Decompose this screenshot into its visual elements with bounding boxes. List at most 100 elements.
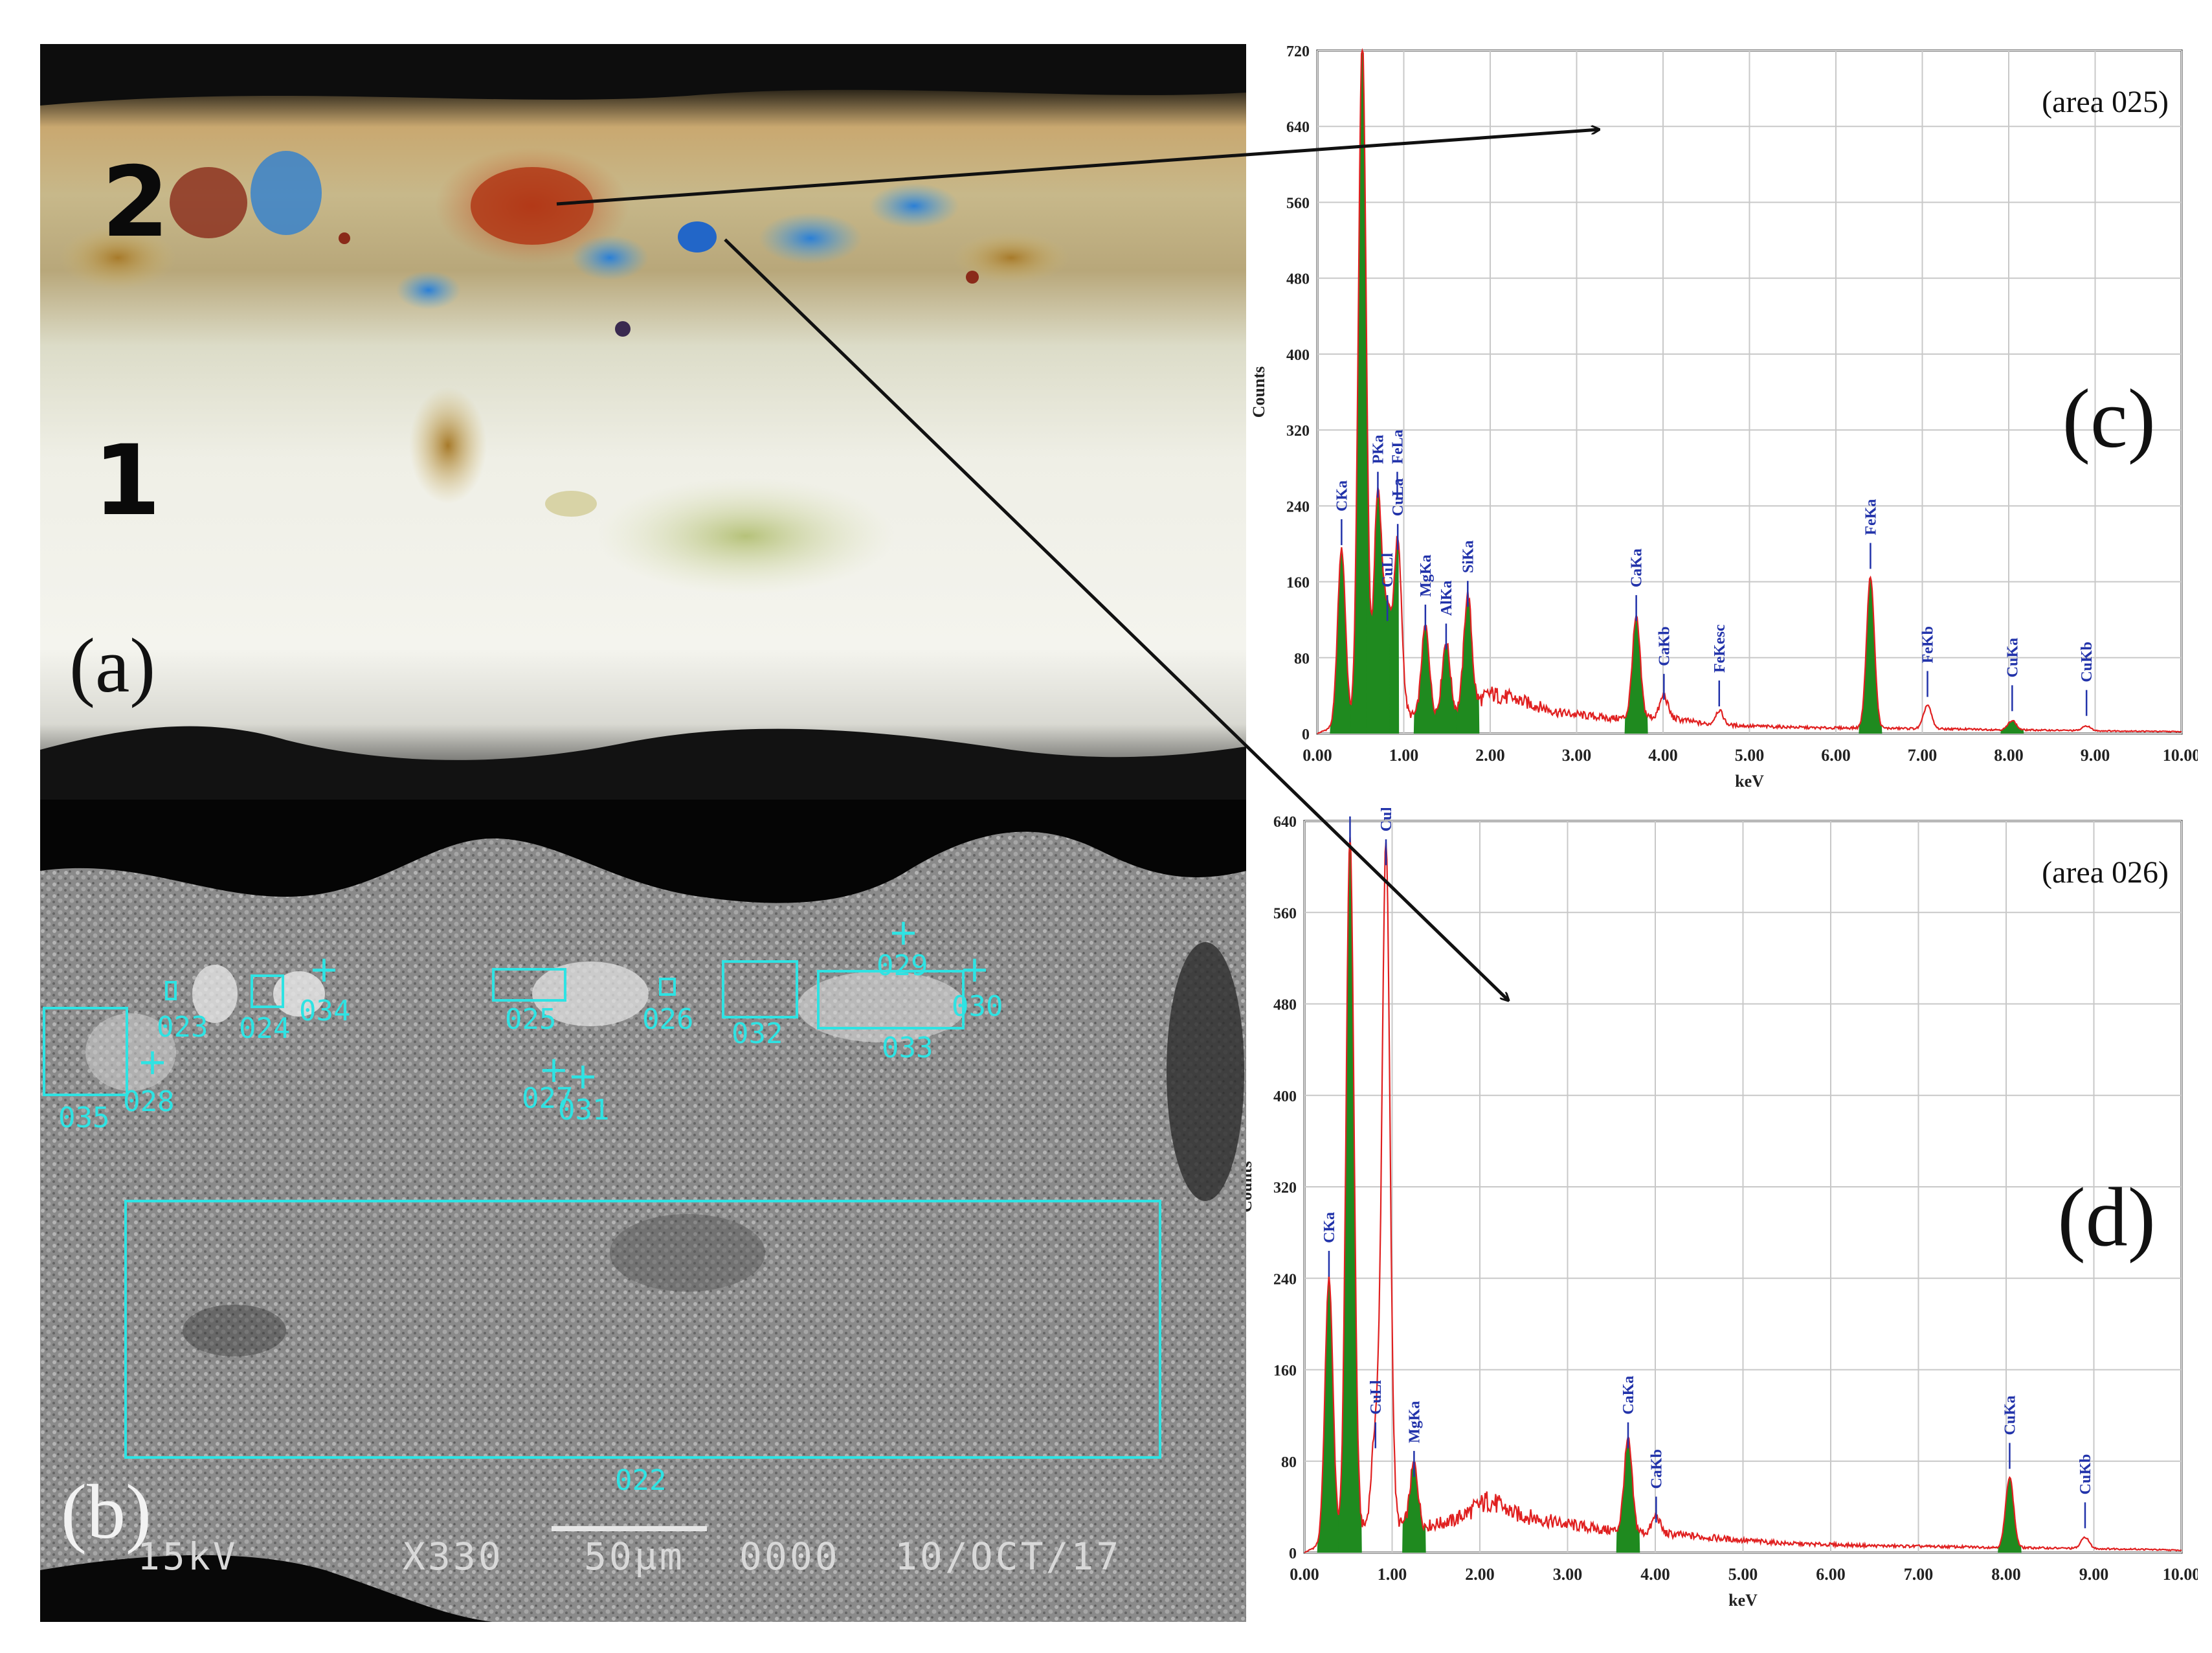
area-label-031: 031 <box>558 1094 610 1127</box>
area-box-032 <box>722 960 798 1018</box>
sem-scale: 50µm <box>584 1535 685 1579</box>
peak-label-fekesc: FeKesc <box>1712 624 1728 673</box>
peak-label-cuka: CuKa <box>2002 1395 2018 1435</box>
area-box-022 <box>124 1200 1161 1459</box>
area-label-026: 026 <box>642 1003 694 1036</box>
x-tick-label: 10.00 <box>2163 746 2198 765</box>
sem-micrograph-panel: + + + + + + 035 028 023 024 034 025 027 … <box>40 800 1246 1622</box>
area-box-024 <box>251 974 284 1008</box>
area-box-026 <box>659 978 676 996</box>
area-label-022: 022 <box>615 1464 667 1497</box>
peak-label-caka: CaKa <box>1620 1376 1637 1415</box>
peak-label-fekb: FeKb <box>1920 626 1937 663</box>
peak-label-cula: CuLa <box>1390 478 1407 517</box>
x-tick-label: 0.00 <box>1290 1565 1319 1584</box>
scale-bar-line <box>552 1526 707 1531</box>
x-tick-label: 6.00 <box>1816 1565 1846 1584</box>
y-axis-label: Counts <box>1246 1161 1255 1212</box>
sem-code: 0000 <box>739 1535 840 1579</box>
x-tick-label: 4.00 <box>1648 746 1678 765</box>
peak-label-sika: SiKa <box>1460 540 1477 573</box>
panel-label-b: (b) <box>61 1468 151 1555</box>
x-tick-label: 8.00 <box>1994 746 2024 765</box>
x-tick-label: 2.00 <box>1465 1565 1495 1584</box>
y-tick-label: 240 <box>1273 1271 1297 1288</box>
y-tick-label: 160 <box>1286 575 1310 592</box>
peak-label-cula: CuLa <box>1378 808 1395 831</box>
x-tick-label: 10.00 <box>2163 1565 2198 1584</box>
area-box-023 <box>165 981 177 1000</box>
y-tick-label: 80 <box>1281 1454 1297 1471</box>
peak-label-pka: PKa <box>1370 434 1387 464</box>
y-tick-label: 0 <box>1302 726 1310 743</box>
y-tick-label: 400 <box>1286 347 1310 364</box>
peak-label-cull: CuLl <box>1380 552 1396 587</box>
sem-magnification: X330 <box>403 1535 504 1579</box>
point-cross-034: + <box>309 949 339 991</box>
peak-label-cukb: CuKb <box>2079 642 2095 682</box>
sem-voltage: 15kV <box>137 1535 238 1579</box>
y-tick-label: 320 <box>1273 1180 1297 1197</box>
peak-label-mgka: MgKa <box>1406 1401 1423 1443</box>
peak-fill-mgka <box>1402 1462 1426 1553</box>
y-tick-label: 560 <box>1273 905 1297 922</box>
peak-label-cka: CKa <box>1334 480 1350 512</box>
spectrum-line <box>1304 837 2182 1553</box>
area-box-035 <box>43 1007 128 1096</box>
area-annotation: (area 025) <box>2042 85 2169 119</box>
layer-number-2: 2 <box>102 146 170 259</box>
y-tick-label: 640 <box>1286 119 1310 136</box>
peak-label-cka: CKa <box>1321 1212 1338 1243</box>
y-tick-label: 720 <box>1286 44 1310 60</box>
panel-label-a: (a) <box>69 622 156 708</box>
point-cross-028: + <box>137 1041 168 1083</box>
x-tick-label: 7.00 <box>1908 746 1938 765</box>
eds-spectrum-d: 0.00 1.00 2.00 3.00 4.00 5.00 6.00 7.00 8.00 9.00… <box>1246 808 2198 1622</box>
y-tick-label: 480 <box>1286 271 1310 288</box>
eds-chart-c: 0.00 1.00 2.00 3.00 4.00 5.00 6.00 7.00 8.00 9.00… <box>1249 44 2198 791</box>
x-tick-label: 1.00 <box>1378 1565 1407 1584</box>
peak-fill-cuka <box>2000 721 2024 734</box>
eds-chart-d: 0.00 1.00 2.00 3.00 4.00 5.00 6.00 7.00 8.00 9.00… <box>1246 808 2198 1610</box>
peak-label-caka: CaKa <box>1629 548 1646 587</box>
point-cross-031: + <box>568 1055 598 1097</box>
y-tick-label: 160 <box>1273 1363 1297 1380</box>
area-annotation: (area 026) <box>2042 855 2169 890</box>
point-cross-030: + <box>959 949 990 991</box>
peak-label-alka: AlKa <box>1438 580 1455 616</box>
area-label-028: 028 <box>123 1085 175 1118</box>
x-tick-label: 9.00 <box>2079 1565 2109 1584</box>
area-label-032: 032 <box>732 1017 783 1050</box>
panel-label: (c) <box>2062 372 2156 466</box>
y-tick-label: 480 <box>1273 997 1297 1014</box>
x-tick-label: 2.00 <box>1475 746 1505 765</box>
peak-label-mgka: MgKa <box>1418 554 1435 596</box>
peak-label-feka: FeKa <box>1862 499 1879 535</box>
x-tick-label: 8.00 <box>1991 1565 2021 1584</box>
y-tick-label: 400 <box>1273 1088 1297 1105</box>
x-tick-label: 0.00 <box>1302 746 1332 765</box>
area-label-025: 025 <box>505 1003 557 1036</box>
area-label-024: 024 <box>239 1012 291 1045</box>
peak-fill-feka <box>1859 577 1882 734</box>
peak-label-cakb: CaKb <box>1656 626 1673 666</box>
peak-fill-caka <box>1616 1437 1640 1553</box>
y-tick-label: 240 <box>1286 499 1310 515</box>
x-tick-label: 5.00 <box>1728 1565 1758 1584</box>
area-label-033: 033 <box>882 1031 933 1064</box>
peak-label-fela: FeLa <box>1389 429 1406 464</box>
sem-micrograph-image <box>40 800 1246 1622</box>
y-tick-label: 0 <box>1289 1546 1297 1562</box>
peak-label-cakb: CaKb <box>1648 1449 1665 1489</box>
x-tick-label: 9.00 <box>2081 746 2110 765</box>
peak-fill-oka <box>1338 837 1362 1553</box>
peak-label-oka: OKa <box>1342 808 1359 809</box>
point-cross-029: + <box>888 912 919 954</box>
panel-label: (d) <box>2057 1171 2156 1264</box>
peak-label-cull: CuLl <box>1368 1380 1385 1415</box>
sem-date: 10/OCT/17 <box>895 1535 1122 1579</box>
x-axis-label: keV <box>1728 1591 1758 1610</box>
optical-micrograph-image <box>40 44 1246 800</box>
y-axis-label: Counts <box>1249 366 1268 418</box>
area-label-030: 030 <box>952 990 1003 1023</box>
